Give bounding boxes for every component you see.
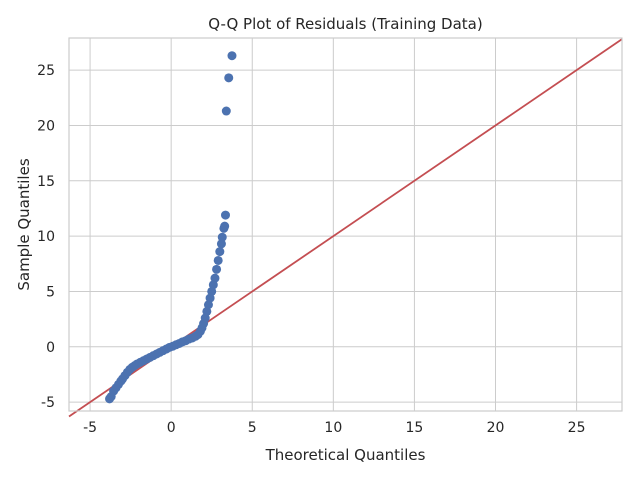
data-point bbox=[221, 106, 231, 116]
x-tick-label: 20 bbox=[487, 420, 505, 436]
y-tick-label: 5 bbox=[46, 284, 55, 300]
x-tick-label: 25 bbox=[568, 420, 586, 436]
grid-layer bbox=[69, 38, 622, 411]
y-tick-label: 15 bbox=[37, 174, 55, 190]
x-tick-label: 5 bbox=[248, 420, 257, 436]
chart-title: Q-Q Plot of Residuals (Training Data) bbox=[208, 15, 482, 33]
y-tick-label: 25 bbox=[37, 63, 55, 79]
data-point bbox=[210, 273, 220, 283]
y-tick-label: -5 bbox=[41, 395, 55, 411]
points-layer bbox=[105, 51, 237, 404]
x-tick-label: 10 bbox=[324, 420, 342, 436]
y-tick-label: 10 bbox=[37, 229, 55, 245]
data-point bbox=[224, 73, 234, 83]
data-point bbox=[213, 255, 223, 265]
plot-frame bbox=[68, 37, 623, 412]
data-point bbox=[220, 210, 230, 220]
y-tick-label: 20 bbox=[37, 118, 55, 134]
data-point bbox=[212, 264, 222, 274]
data-point bbox=[220, 221, 230, 231]
data-point bbox=[217, 232, 227, 242]
y-tick-label: 0 bbox=[46, 340, 55, 356]
x-tick-label: -5 bbox=[83, 420, 97, 436]
x-axis-label: Theoretical Quantiles bbox=[265, 446, 426, 464]
x-tick-label: 0 bbox=[167, 420, 176, 436]
y-axis-label: Sample Quantiles bbox=[15, 158, 33, 290]
tick-labels-layer: -5 0 5 10 15 20 25 -5 0 5 10 15 20 25 bbox=[37, 63, 585, 436]
data-point bbox=[215, 247, 225, 257]
x-tick-label: 15 bbox=[406, 420, 424, 436]
data-point bbox=[227, 51, 237, 61]
data-point bbox=[216, 239, 226, 249]
